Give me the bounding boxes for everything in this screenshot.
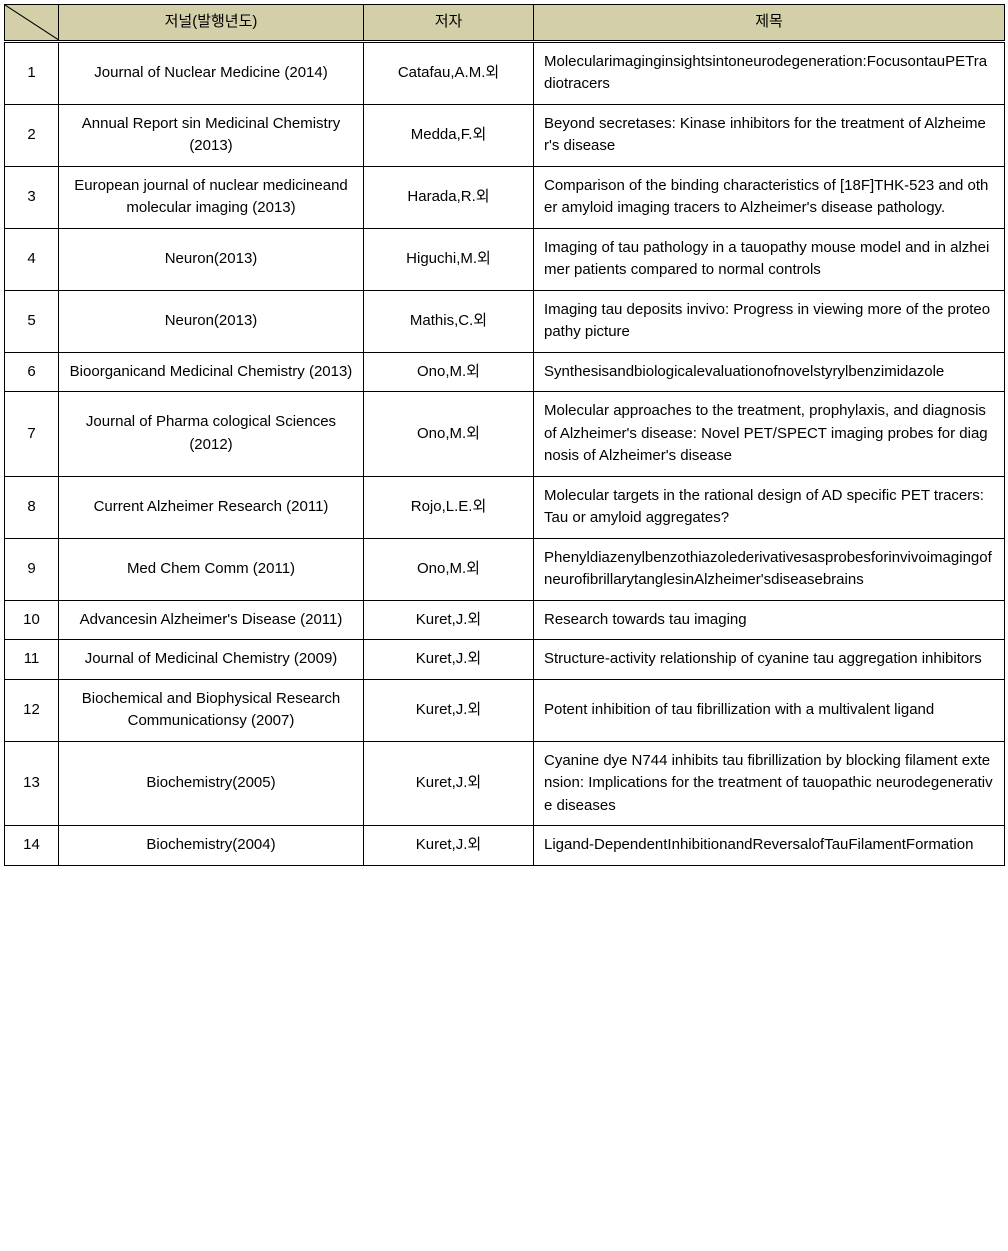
row-number: 10 [5,600,59,640]
table-body: 1Journal of Nuclear Medicine (2014)Cataf… [5,41,1005,865]
journal-cell: Current Alzheimer Research (2011) [59,476,364,538]
table-row: 1Journal of Nuclear Medicine (2014)Cataf… [5,41,1005,104]
row-number: 2 [5,104,59,166]
title-cell: Molecularimaginginsightsintoneurodegener… [534,41,1005,104]
journal-cell: Biochemical and Biophysical Research Com… [59,679,364,741]
table-header: 저널(발행년도) 저자 제목 [5,5,1005,42]
journal-cell: Biochemistry(2004) [59,826,364,866]
header-title: 제목 [534,5,1005,42]
author-cell: Harada,R.외 [364,166,534,228]
author-cell: Kuret,J.외 [364,826,534,866]
title-cell: Cyanine dye N744 inhibits tau fibrilliza… [534,741,1005,826]
header-row: 저널(발행년도) 저자 제목 [5,5,1005,42]
header-author: 저자 [364,5,534,42]
header-diagonal-cell [5,5,59,42]
table-row: 13Biochemistry(2005)Kuret,J.외Cyanine dye… [5,741,1005,826]
author-cell: Rojo,L.E.외 [364,476,534,538]
table-row: 9Med Chem Comm (2011)Ono,M.외Phenyldiazen… [5,538,1005,600]
title-cell: Potent inhibition of tau fibrillization … [534,679,1005,741]
author-cell: Ono,M.외 [364,352,534,392]
author-cell: Kuret,J.외 [364,741,534,826]
row-number: 14 [5,826,59,866]
author-cell: Kuret,J.외 [364,600,534,640]
title-cell: Phenyldiazenylbenzothiazolederivativesas… [534,538,1005,600]
row-number: 7 [5,392,59,477]
table-row: 11Journal of Medicinal Chemistry (2009)K… [5,640,1005,680]
journal-cell: European journal of nuclear medicineand … [59,166,364,228]
author-cell: Medda,F.외 [364,104,534,166]
title-cell: Molecular targets in the rational design… [534,476,1005,538]
table-row: 2Annual Report sin Medicinal Chemistry (… [5,104,1005,166]
title-cell: Molecular approaches to the treatment, p… [534,392,1005,477]
table-row: 5Neuron(2013)Mathis,C.외Imaging tau depos… [5,290,1005,352]
row-number: 13 [5,741,59,826]
title-cell: Structure-activity relationship of cyani… [534,640,1005,680]
references-table: 저널(발행년도) 저자 제목 1Journal of Nuclear Medic… [4,4,1005,866]
title-cell: Beyond secretases: Kinase inhibitors for… [534,104,1005,166]
row-number: 6 [5,352,59,392]
table-row: 3European journal of nuclear medicineand… [5,166,1005,228]
table-row: 10Advancesin Alzheimer's Disease (2011)K… [5,600,1005,640]
table-row: 4Neuron(2013)Higuchi,M.외Imaging of tau p… [5,228,1005,290]
table-row: 7Journal of Pharma cological Sciences (2… [5,392,1005,477]
author-cell: Higuchi,M.외 [364,228,534,290]
journal-cell: Bioorganicand Medicinal Chemistry (2013) [59,352,364,392]
title-cell: Synthesisandbiologicalevaluationofnovels… [534,352,1005,392]
author-cell: Catafau,A.M.외 [364,41,534,104]
author-cell: Mathis,C.외 [364,290,534,352]
row-number: 3 [5,166,59,228]
title-cell: Research towards tau imaging [534,600,1005,640]
diagonal-line-icon [5,5,58,40]
author-cell: Ono,M.외 [364,538,534,600]
row-number: 4 [5,228,59,290]
row-number: 11 [5,640,59,680]
journal-cell: Biochemistry(2005) [59,741,364,826]
journal-cell: Journal of Medicinal Chemistry (2009) [59,640,364,680]
table-row: 14Biochemistry(2004)Kuret,J.외Ligand-Depe… [5,826,1005,866]
header-journal: 저널(발행년도) [59,5,364,42]
row-number: 9 [5,538,59,600]
table-row: 6Bioorganicand Medicinal Chemistry (2013… [5,352,1005,392]
row-number: 8 [5,476,59,538]
author-cell: Kuret,J.외 [364,679,534,741]
title-cell: Ligand-DependentInhibitionandReversalofT… [534,826,1005,866]
journal-cell: Neuron(2013) [59,228,364,290]
row-number: 1 [5,41,59,104]
journal-cell: Annual Report sin Medicinal Chemistry (2… [59,104,364,166]
table-row: 8Current Alzheimer Research (2011)Rojo,L… [5,476,1005,538]
author-cell: Kuret,J.외 [364,640,534,680]
journal-cell: Advancesin Alzheimer's Disease (2011) [59,600,364,640]
journal-cell: Journal of Nuclear Medicine (2014) [59,41,364,104]
table-row: 12Biochemical and Biophysical Research C… [5,679,1005,741]
row-number: 12 [5,679,59,741]
journal-cell: Neuron(2013) [59,290,364,352]
row-number: 5 [5,290,59,352]
title-cell: Imaging tau deposits invivo: Progress in… [534,290,1005,352]
title-cell: Imaging of tau pathology in a tauopathy … [534,228,1005,290]
journal-cell: Journal of Pharma cological Sciences (20… [59,392,364,477]
journal-cell: Med Chem Comm (2011) [59,538,364,600]
title-cell: Comparison of the binding characteristic… [534,166,1005,228]
author-cell: Ono,M.외 [364,392,534,477]
